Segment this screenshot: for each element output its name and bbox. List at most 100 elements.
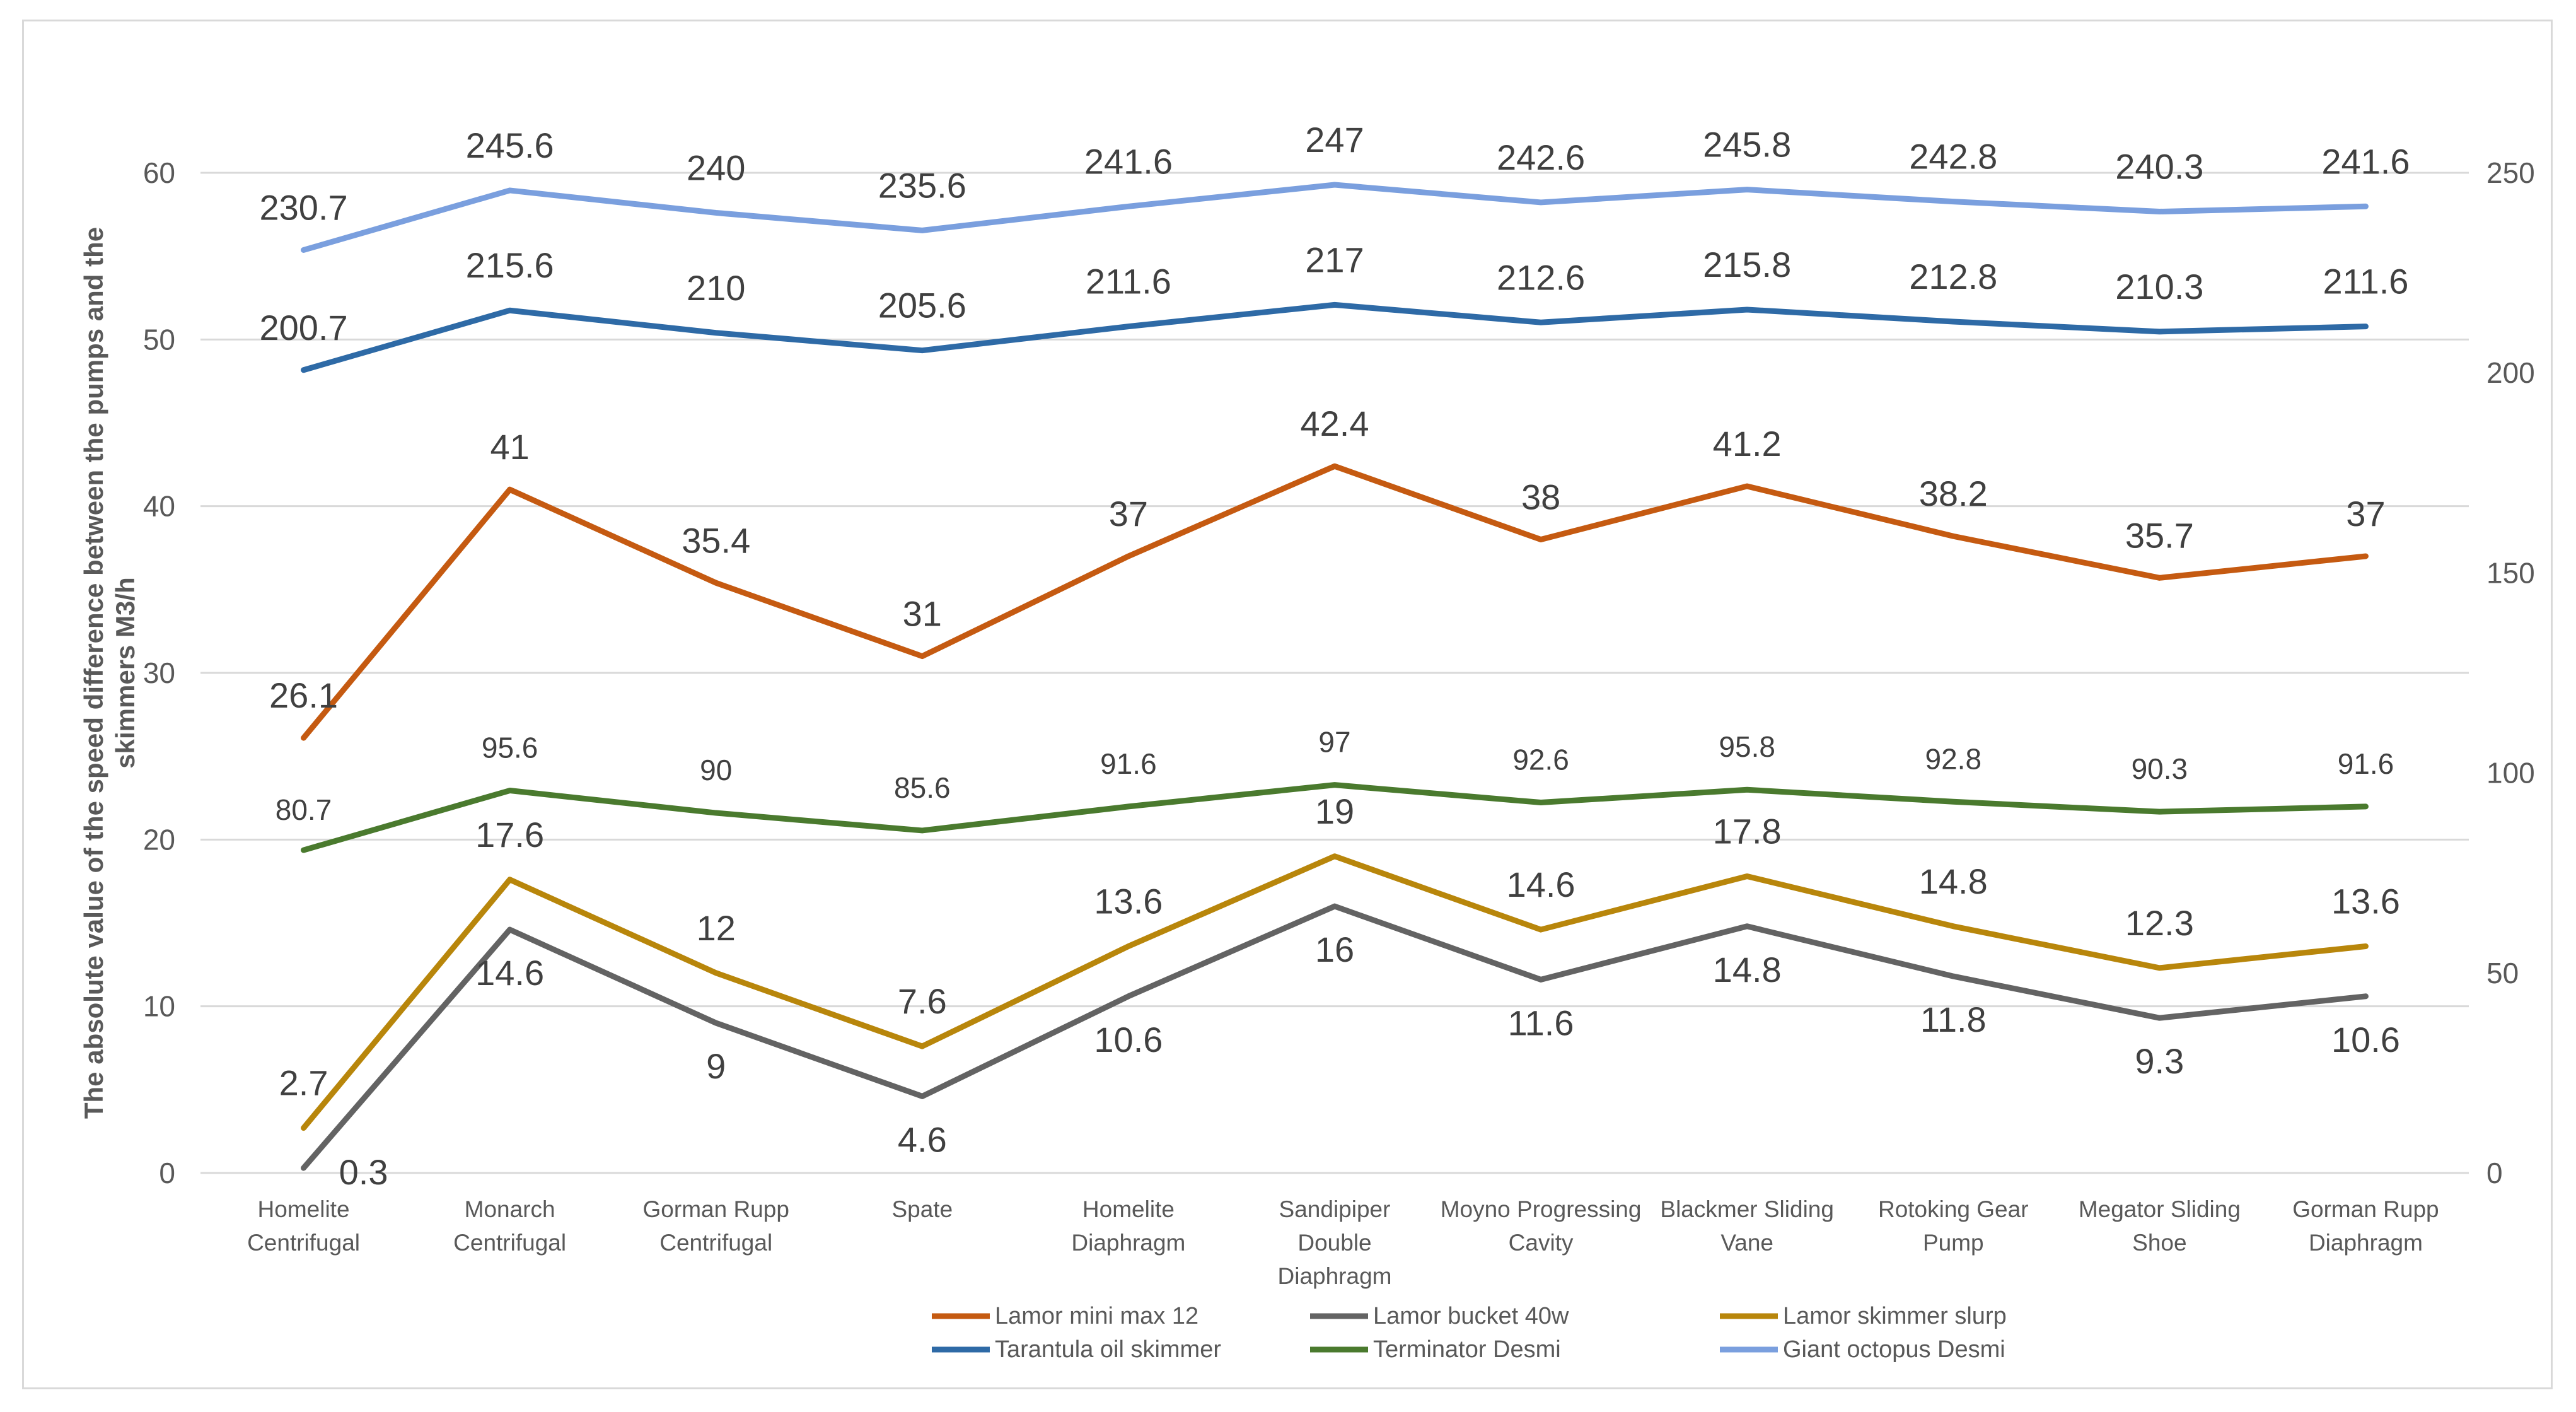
data-label: 212.8 [1909,257,1997,296]
legend: Lamor mini max 12 Lamor bucket 40w Lamor s… [932,1303,2007,1363]
left-tick-label: 50 [143,323,175,356]
series-line [301,903,2369,1171]
legend-item: Terminator Desmi [1310,1336,1561,1363]
legend-item: Lamor bucket 40w [1310,1303,1569,1329]
category-label: Blackmer Sliding Vane [1660,1196,1834,1256]
data-label: 9 [706,1046,726,1086]
data-label: 38 [1521,477,1560,517]
data-label: 210.3 [2115,267,2203,306]
data-label: 37 [2346,494,2385,534]
data-label: 90.3 [2132,752,2188,785]
data-label: 10.6 [2331,1020,2400,1059]
data-label: 17.8 [1713,811,1782,851]
data-label: 35.7 [2125,515,2194,555]
left-tick-label: 20 [143,823,175,856]
data-label: 230.7 [259,187,347,227]
data-label: 212.6 [1497,257,1585,297]
right-tick-label: 100 [2486,757,2535,790]
legend-item: Giant octopus Desmi [1720,1336,2005,1363]
legend-label: Lamor bucket 40w [1373,1303,1569,1329]
data-label: 92.8 [1925,742,1982,775]
data-label: 35.4 [682,520,750,560]
right-tick-label: 200 [2486,356,2535,389]
data-label: 14.6 [1507,865,1575,904]
data-label: 13.6 [1094,882,1163,921]
data-label: 4.6 [898,1119,947,1159]
data-label: 19 [1315,791,1354,831]
right-axis-ticks: 0 50 100 150 200 250 [2486,156,2535,1189]
gridlines [200,172,2469,1174]
data-label: 241.6 [2321,141,2410,181]
left-tick-label: 30 [143,656,175,689]
right-tick-label: 0 [2486,1157,2503,1189]
legend-item: Lamor skimmer slurp [1720,1303,2007,1329]
y-axis-title: The absolute value of the speed differen… [79,227,140,1119]
data-label: 240.3 [2115,147,2203,187]
data-label: 200.7 [259,308,347,347]
data-label: 13.6 [2331,882,2400,921]
category-label: Monarch Centrifugal [453,1196,566,1256]
right-tick-label: 150 [2486,556,2535,589]
data-label: 41 [490,427,529,467]
category-label: Homelite Centrifugal [247,1196,360,1256]
data-label: 211.6 [1086,262,1171,301]
data-label: 31 [903,594,942,634]
data-label: 12.3 [2125,903,2194,943]
category-label: Rotoking Gear Pump [1878,1196,2029,1256]
left-tick-label: 40 [143,490,175,523]
data-label: 205.6 [878,286,966,325]
data-label: 215.6 [466,245,554,285]
legend-label: Tarantula oil skimmer [995,1336,1221,1363]
data-label: 211.6 [2323,262,2408,301]
category-label: Spate [891,1196,953,1222]
legend-item: Lamor mini max 12 [932,1303,1198,1329]
category-label: Moyno Progressing Cavity [1441,1196,1642,1256]
data-label: 14.8 [1713,950,1782,989]
data-label: 80.7 [276,793,332,826]
data-label: 14.8 [1919,861,1988,901]
series-line [301,301,2369,373]
data-label: 11.6 [1508,1003,1574,1042]
data-label: 38.2 [1919,474,1988,513]
left-tick-label: 60 [143,156,175,189]
data-label: 14.6 [475,953,544,993]
data-label: 7.6 [898,981,947,1021]
right-tick-label: 250 [2486,156,2535,189]
data-label: 42.4 [1301,404,1369,443]
legend-label: Terminator Desmi [1373,1336,1561,1363]
legend-item: Tarantula oil skimmer [932,1336,1221,1363]
legend-label: Giant octopus Desmi [1783,1336,2005,1363]
data-label: 91.6 [1100,747,1157,780]
data-label: 41.2 [1713,424,1782,464]
left-tick-label: 0 [159,1157,175,1189]
series-line [301,463,2369,741]
data-label: 26.1 [269,675,338,715]
data-labels: 26.1 41 35.4 31 37 42.4 38 41.2 38.2 35.7 37 0.3 14.… [259,120,2410,1192]
data-label: 9.3 [2135,1041,2184,1081]
data-label: 215.8 [1703,245,1791,284]
data-label: 217 [1305,240,1364,279]
data-label: 90 [700,754,732,786]
category-axis-labels: Homelite Centrifugal Monarch Centrifugal Gor… [247,1196,2439,1289]
category-label: Gorman Rupp Diaphragm [2292,1196,2439,1256]
data-label: 91.6 [2338,747,2394,780]
data-label: 11.8 [1920,1000,1987,1039]
data-label: 240 [687,148,745,187]
data-label: 245.8 [1703,125,1791,165]
data-label: 37 [1109,494,1148,534]
data-label: 2.7 [279,1063,328,1103]
data-label: 210 [687,268,745,308]
legend-label: Lamor mini max 12 [995,1303,1198,1329]
left-tick-label: 10 [143,990,175,1023]
data-label: 12 [697,908,736,948]
series-line [301,782,2369,853]
data-label: 0.3 [339,1152,388,1192]
data-label: 242.8 [1909,137,1997,177]
data-label: 17.6 [475,815,544,855]
series-line [301,182,2369,253]
data-label: 97 [1318,726,1350,759]
legend-label: Lamor skimmer slurp [1783,1303,2007,1329]
data-label: 235.6 [878,165,966,205]
data-label: 16 [1315,930,1354,969]
data-label: 95.8 [1719,730,1775,763]
